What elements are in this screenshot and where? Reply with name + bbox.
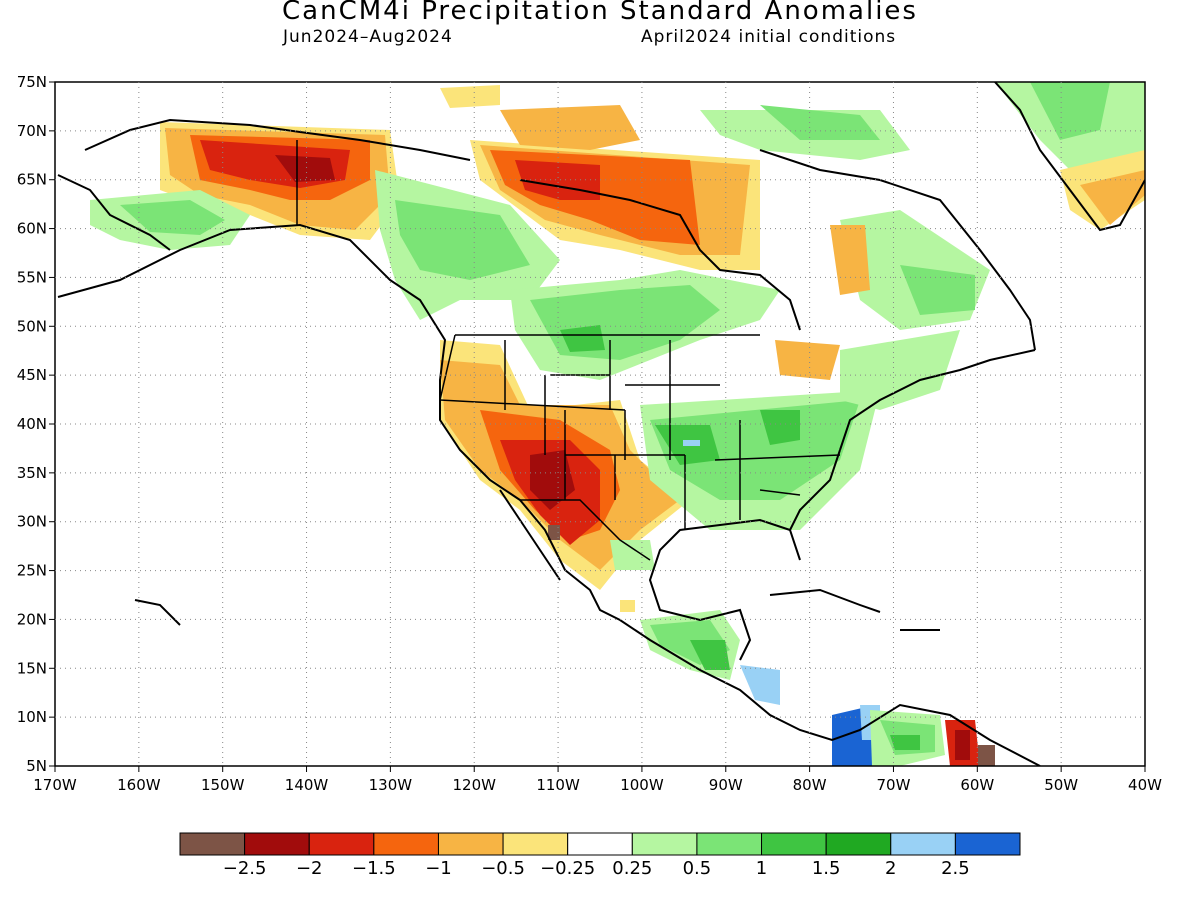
forecast-period: Jun2024–Aug2024 xyxy=(283,27,453,47)
longitude-labels: 170W 160W 150W 140W 130W 120W 110W 100W 90W 80W 70… xyxy=(33,776,1162,794)
lat-label: 10N xyxy=(17,708,47,726)
lat-label: 35N xyxy=(17,464,47,482)
lon-label: 40W xyxy=(1128,776,1162,794)
lon-label: 160W xyxy=(117,776,161,794)
colorbar-label: −1.5 xyxy=(352,858,396,879)
anomaly-field xyxy=(90,82,1145,766)
lat-label: 25N xyxy=(17,562,47,580)
lon-label: 140W xyxy=(285,776,329,794)
coastlines xyxy=(57,82,1145,766)
colorbar-swatch xyxy=(373,832,439,856)
lon-label: 80W xyxy=(793,776,827,794)
colorbar-label: −2 xyxy=(296,858,323,879)
colorbar-swatch xyxy=(308,832,375,856)
lat-label: 15N xyxy=(17,659,47,677)
gridlines xyxy=(49,81,1146,772)
latitude-labels: 75N 70N 65N 60N 55N 50N 45N 40N 35N 30N 25N 20N 15N 1… xyxy=(17,73,47,775)
colorbar-swatch xyxy=(631,832,698,856)
colorbar-label: 1 xyxy=(756,858,767,879)
colorbar-label: 1.5 xyxy=(812,858,841,879)
map-title: CanCM4i Precipitation Standard Anomalies xyxy=(282,0,918,26)
lon-label: 150W xyxy=(201,776,245,794)
lat-label: 5N xyxy=(26,757,47,775)
lat-label: 40N xyxy=(17,415,47,433)
lat-label: 45N xyxy=(17,366,47,384)
colorbar-label: −0.25 xyxy=(540,858,595,879)
colorbar-label: 2.5 xyxy=(941,858,970,879)
lon-label: 50W xyxy=(1044,776,1078,794)
colorbar-swatch xyxy=(244,832,310,856)
lon-label: 90W xyxy=(709,776,743,794)
borders xyxy=(296,140,841,561)
colorbar xyxy=(179,832,1021,856)
lat-label: 30N xyxy=(17,513,47,531)
colorbar-label: 2 xyxy=(885,858,896,879)
lon-label: 100W xyxy=(620,776,664,794)
lon-label: 120W xyxy=(452,776,496,794)
colorbar-swatch xyxy=(502,832,569,856)
colorbar-swatch xyxy=(954,832,1021,856)
colorbar-label: 0.5 xyxy=(683,858,712,879)
lat-label: 20N xyxy=(17,610,47,628)
lon-label: 60W xyxy=(960,776,994,794)
lon-label: 130W xyxy=(369,776,413,794)
lat-label: 55N xyxy=(17,268,47,286)
colorbar-label: −1 xyxy=(425,858,452,879)
colorbar-label: −2.5 xyxy=(223,858,267,879)
colorbar-swatch xyxy=(890,832,956,856)
lon-label: 70W xyxy=(877,776,911,794)
colorbar-swatch xyxy=(179,832,246,856)
lat-label: 65N xyxy=(17,171,47,189)
colorbar-swatch xyxy=(437,832,504,856)
colorbar-label: 0.25 xyxy=(612,858,652,879)
lat-label: 50N xyxy=(17,317,47,335)
lat-label: 75N xyxy=(17,73,47,91)
colorbar-swatch xyxy=(567,832,633,856)
colorbar-label: −0.5 xyxy=(481,858,525,879)
lon-label: 170W xyxy=(33,776,77,794)
lat-label: 70N xyxy=(17,122,47,140)
colorbar-labels: −2.5 −2 −1.5 −1 −0.5 −0.25 0.25 0.5 1 1.5 2 2.5 xyxy=(223,858,970,879)
colorbar-swatch xyxy=(761,832,827,856)
lat-label: 60N xyxy=(17,220,47,238)
colorbar-swatch xyxy=(825,832,892,856)
initial-conditions: April2024 initial conditions xyxy=(641,27,897,47)
colorbar-swatch xyxy=(696,832,763,856)
lon-label: 110W xyxy=(536,776,580,794)
